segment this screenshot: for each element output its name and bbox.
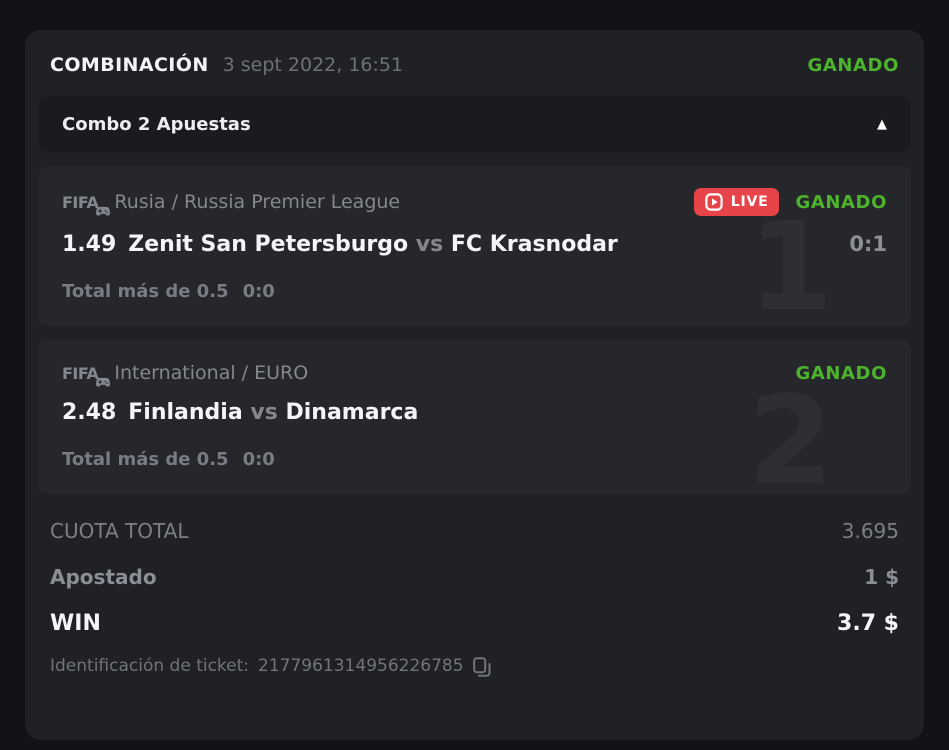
league-name: Rusia / Russia Premier League [114, 191, 401, 213]
market-score: 0:0 [242, 281, 275, 302]
league-name: International / EURO [114, 362, 309, 384]
league-row: FIFA International / EURO GANADO [62, 362, 887, 387]
gamepad-icon [96, 377, 111, 387]
win-label: WIN [50, 611, 101, 636]
summary-section: CUOTA TOTAL 3.695 Apostado 1 $ WIN 3.7 $… [38, 494, 911, 685]
bet-selection-row: 2.48 Finlandia vs Dinamarca [62, 400, 887, 425]
bet-selection: 1.49 Zenit San Petersburgo vs FC Krasnoda… [62, 232, 618, 257]
ticket-type-title: COMBINACIÓN [50, 54, 209, 76]
bet-selection-row: 1.49 Zenit San Petersburgo vs FC Krasnoda… [62, 232, 887, 257]
copy-button[interactable] [472, 657, 491, 677]
combo-toggle-row[interactable]: Combo 2 Apuestas ▲ [38, 96, 911, 152]
market-row: Total más de 0.5 0:0 [62, 281, 887, 302]
away-team: Dinamarca [285, 400, 419, 425]
ticket-id-row: Identificación de ticket: 21779613149562… [50, 647, 899, 685]
market-row: Total más de 0.5 0:0 [62, 449, 887, 470]
market-label: Total más de 0.5 [62, 449, 229, 470]
bet-ticket-card: COMBINACIÓN 3 sept 2022, 16:51 GANADO Co… [25, 30, 924, 740]
total-odds-row: CUOTA TOTAL 3.695 [50, 508, 899, 554]
bet-item: 2 FIFA International / EURO GANADO 2.48 F… [38, 340, 911, 494]
ticket-datetime: 3 sept 2022, 16:51 [222, 54, 404, 76]
bet-watermark-number: 1 [748, 196, 833, 326]
odds-value: 1.49 [62, 232, 117, 257]
ticket-status-badge: GANADO [807, 54, 899, 76]
odds-value: 2.48 [62, 400, 117, 425]
win-row: WIN 3.7 $ [50, 600, 899, 647]
home-team: Finlandia [128, 400, 243, 425]
bet-item: 1 FIFA Rusia / Russia Premier League LIV… [38, 166, 911, 326]
fifa-logo: FIFA [62, 193, 111, 216]
copy-icon [472, 657, 491, 677]
stake-label: Apostado [50, 565, 157, 589]
market-score: 0:0 [242, 449, 275, 470]
ticket-header: COMBINACIÓN 3 sept 2022, 16:51 GANADO [38, 30, 911, 96]
market-label: Total más de 0.5 [62, 281, 229, 302]
league-row: FIFA Rusia / Russia Premier League LIVE … [62, 188, 887, 216]
win-value: 3.7 $ [837, 611, 899, 636]
match-score: 0:1 [849, 232, 887, 256]
total-odds-value: 3.695 [841, 519, 899, 543]
ticket-header-left: COMBINACIÓN 3 sept 2022, 16:51 [50, 54, 403, 76]
stake-row: Apostado 1 $ [50, 554, 899, 600]
live-label: LIVE [730, 194, 769, 210]
bet-status-badge: GANADO [795, 191, 887, 213]
combo-label: Combo 2 Apuestas [62, 113, 251, 135]
ticket-id-label: Identificación de ticket: [50, 656, 250, 676]
home-team: Zenit San Petersburgo [128, 232, 409, 257]
play-icon [705, 193, 723, 211]
bet-status-badge: GANADO [795, 362, 887, 384]
live-badge[interactable]: LIVE [693, 188, 780, 216]
fifa-logo: FIFA [62, 364, 111, 387]
stake-value: 1 $ [864, 565, 899, 589]
league-group: FIFA Rusia / Russia Premier League [62, 191, 401, 216]
away-team: FC Krasnodar [450, 232, 618, 257]
vs-label: vs [250, 400, 278, 425]
gamepad-icon [96, 206, 111, 216]
total-odds-label: CUOTA TOTAL [50, 519, 189, 543]
bet-top-right: GANADO [795, 363, 887, 384]
ticket-id-value: 2177961314956226785 [258, 656, 464, 676]
bet-top-right: LIVE GANADO [693, 188, 887, 216]
caret-up-icon: ▲ [877, 116, 887, 132]
league-group: FIFA International / EURO [62, 362, 309, 387]
vs-label: vs [415, 232, 444, 257]
bet-selection: 2.48 Finlandia vs Dinamarca [62, 400, 418, 425]
